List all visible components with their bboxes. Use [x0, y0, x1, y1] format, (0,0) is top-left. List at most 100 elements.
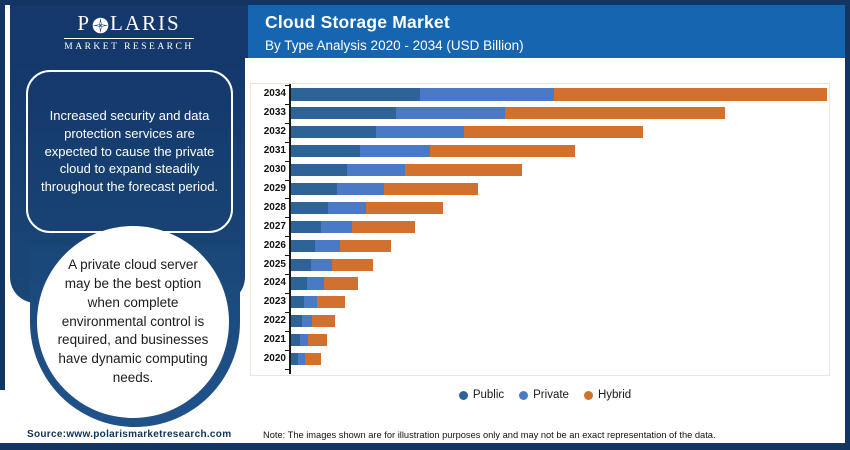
axis-tick	[285, 179, 289, 181]
axis-tick	[285, 255, 289, 257]
polaris-logo: P LARIS MARKET RESEARCH	[64, 11, 194, 52]
bar-segment-private	[346, 164, 405, 177]
bar-segment-private	[306, 277, 324, 290]
bar-segment-private	[336, 182, 384, 196]
bar-row	[291, 201, 829, 214]
legend-label-public: Public	[472, 389, 505, 401]
bar-segment-public	[291, 258, 311, 271]
year-label: 2029	[263, 182, 286, 194]
year-label: 2020	[263, 353, 286, 364]
bar-row	[291, 145, 829, 158]
bar-segment-private	[375, 126, 465, 139]
bar-segment-hybrid	[311, 315, 335, 328]
frame-border-right	[845, 0, 850, 450]
chart-legend: Public Private Hybrid	[245, 389, 845, 401]
year-label: 2021	[263, 334, 286, 346]
bar-row	[291, 315, 829, 328]
year-label: 2028	[263, 201, 286, 213]
bar-segment-private	[327, 201, 366, 214]
hybrid-legend-dot-icon	[583, 390, 593, 400]
bar-segment-public	[291, 107, 396, 120]
axis-tick	[285, 198, 289, 200]
bar-segment-public	[291, 126, 376, 139]
axis-tick	[285, 122, 289, 124]
bar-segment-hybrid	[383, 182, 479, 196]
axis-tick	[285, 160, 289, 162]
bar-segment-private	[314, 239, 340, 252]
bar-segment-hybrid	[505, 107, 726, 120]
insight-callout-text: Increased security and data protection s…	[40, 107, 219, 195]
bar-segment-private	[419, 88, 555, 101]
bar-segment-private	[299, 334, 308, 347]
year-label: 2032	[263, 126, 286, 138]
private-legend-dot-icon	[519, 390, 529, 400]
source-text: Source:www.polarismarketresearch.com	[27, 429, 232, 440]
bar-row	[291, 353, 829, 366]
axis-tick	[285, 368, 289, 370]
public-legend-dot-icon	[458, 390, 468, 400]
legend-label-hybrid: Hybrid	[597, 389, 632, 401]
year-label: 2025	[263, 258, 286, 270]
bar-segment-hybrid	[323, 277, 358, 290]
axis-tick	[285, 292, 289, 294]
bar-segment-hybrid	[304, 353, 321, 366]
year-label: 2022	[263, 315, 286, 327]
bar-segment-hybrid	[339, 239, 391, 252]
bar-row	[291, 258, 829, 271]
bar-segment-private	[320, 220, 352, 233]
insight-circle-text: A private cloud server may be the best o…	[57, 256, 209, 386]
y-axis-line	[289, 84, 291, 374]
bar-row	[291, 220, 829, 233]
title-banner: Cloud Storage Market By Type Analysis 20…	[248, 5, 845, 58]
bar-segment-hybrid	[365, 201, 444, 214]
year-label: 2030	[263, 164, 286, 175]
insight-callout-box: Increased security and data protection s…	[26, 70, 233, 233]
bar-row	[291, 88, 829, 101]
bar-segment-public	[291, 239, 315, 252]
bar-row	[291, 126, 829, 139]
bar-row	[291, 334, 829, 347]
legend-item-hybrid: Hybrid	[583, 389, 632, 401]
logo-letters-rest: LARIS	[110, 11, 181, 35]
bar-segment-public	[291, 145, 360, 158]
year-label: 2026	[263, 239, 286, 251]
bar-segment-private	[297, 353, 305, 366]
axis-tick	[285, 141, 289, 143]
bar-row	[291, 182, 829, 196]
logo-wordmark: P LARIS	[64, 11, 193, 36]
legend-label-private: Private	[533, 389, 569, 401]
bar-segment-public	[291, 201, 328, 214]
bar-segment-public	[291, 277, 307, 290]
axis-tick	[285, 103, 289, 105]
bar-segment-hybrid	[430, 145, 575, 158]
logo-letter-p: P	[77, 11, 91, 35]
bar-segment-hybrid	[307, 334, 327, 347]
footer-bar	[0, 443, 850, 450]
bar-segment-private	[359, 145, 431, 158]
page-subtitle: By Type Analysis 2020 - 2034 (USD Billio…	[265, 38, 524, 53]
logo-subtitle: MARKET RESEARCH	[64, 38, 194, 52]
bar-segment-public	[291, 334, 300, 347]
legend-item-private: Private	[519, 389, 569, 401]
bar-segment-hybrid	[351, 220, 415, 233]
axis-tick	[285, 236, 289, 238]
bar-segment-private	[395, 107, 506, 120]
year-label: 2027	[263, 220, 286, 232]
bar-segment-hybrid	[464, 126, 643, 139]
year-label: 2024	[263, 277, 286, 289]
bar-segment-private	[301, 315, 312, 328]
legend-item-public: Public	[458, 389, 505, 401]
axis-tick	[285, 274, 289, 275]
bar-segment-hybrid	[331, 258, 373, 271]
year-label: 2031	[263, 145, 286, 157]
chart-plot-area: 2034 2033 2032 2031 2030 2029 2028 2027 2026 2025…	[264, 84, 829, 375]
compass-star-icon	[92, 15, 109, 34]
bar-segment-public	[291, 88, 420, 101]
axis-tick	[285, 85, 289, 86]
bar-row	[291, 164, 829, 177]
bar-segment-public	[291, 353, 298, 366]
page-title: Cloud Storage Market	[265, 12, 450, 32]
year-label: 2034	[263, 88, 286, 100]
bar-segment-public	[291, 164, 347, 177]
